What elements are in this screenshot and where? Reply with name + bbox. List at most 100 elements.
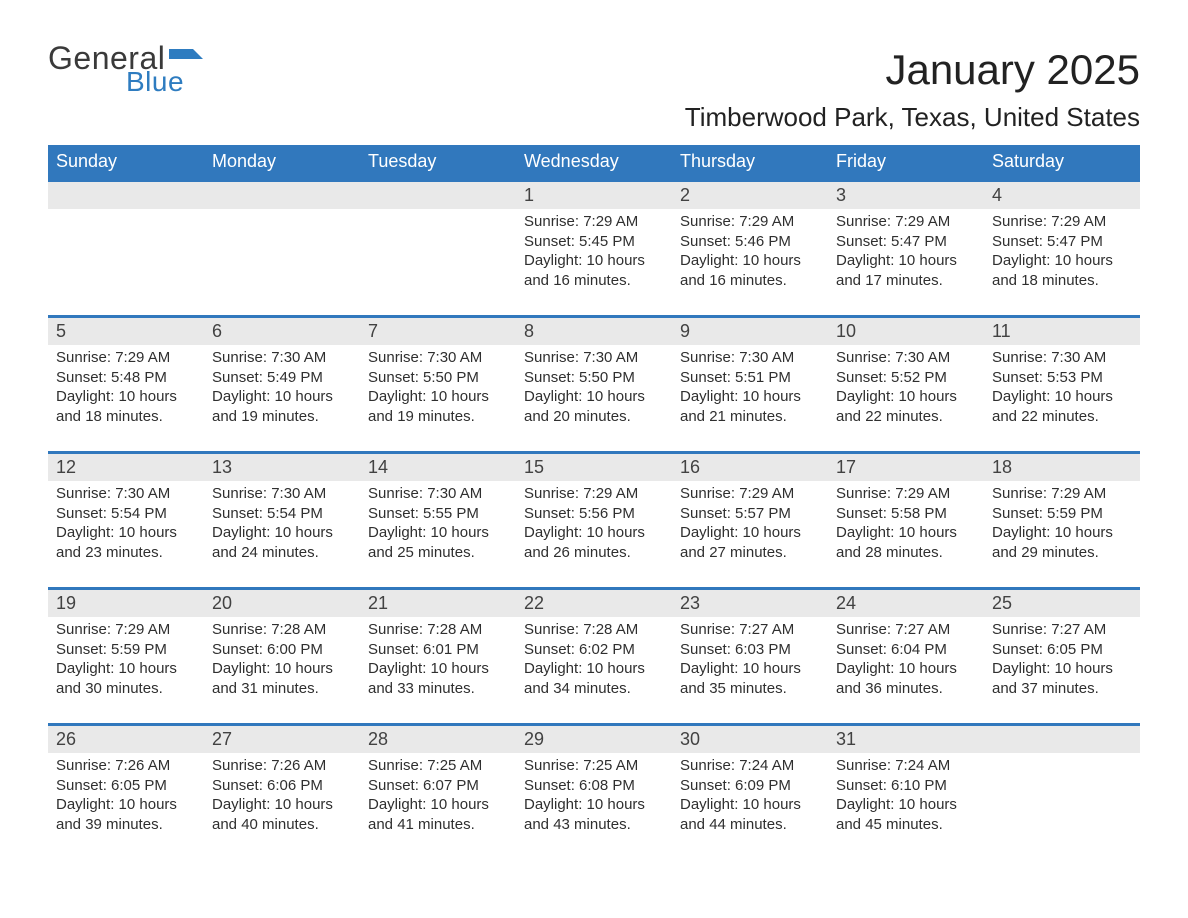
- daylight-text: Daylight: 10 hours and 31 minutes.: [212, 659, 354, 698]
- calendar-day: 18Sunrise: 7:29 AMSunset: 5:59 PMDayligh…: [984, 454, 1140, 575]
- sunset-text: Sunset: 5:57 PM: [680, 504, 822, 524]
- daylight-text: Daylight: 10 hours and 17 minutes.: [836, 251, 978, 290]
- sunrise-text: Sunrise: 7:25 AM: [524, 756, 666, 776]
- day-number: 1: [516, 182, 672, 209]
- calendar-day: 7Sunrise: 7:30 AMSunset: 5:50 PMDaylight…: [360, 318, 516, 439]
- calendar-day: 2Sunrise: 7:29 AMSunset: 5:46 PMDaylight…: [672, 182, 828, 303]
- calendar-day: 27Sunrise: 7:26 AMSunset: 6:06 PMDayligh…: [204, 726, 360, 847]
- day-number: 28: [360, 726, 516, 753]
- calendar-day: [204, 182, 360, 303]
- daylight-text: Daylight: 10 hours and 24 minutes.: [212, 523, 354, 562]
- day-number: 31: [828, 726, 984, 753]
- calendar-day: 5Sunrise: 7:29 AMSunset: 5:48 PMDaylight…: [48, 318, 204, 439]
- calendar-week: 1Sunrise: 7:29 AMSunset: 5:45 PMDaylight…: [48, 179, 1140, 303]
- daylight-text: Daylight: 10 hours and 34 minutes.: [524, 659, 666, 698]
- calendar-day: [984, 726, 1140, 847]
- calendar-day: 23 Sunrise: 7:27 AMSunset: 6:03 PMDayligh…: [672, 590, 828, 711]
- sunset-text: Sunset: 5:50 PM: [524, 368, 666, 388]
- day-number: 8: [516, 318, 672, 345]
- sunrise-text: Sunrise: 7:29 AM: [56, 620, 198, 640]
- day-number: 6: [204, 318, 360, 345]
- day-number: 10: [828, 318, 984, 345]
- calendar-day: 17Sunrise: 7:29 AMSunset: 5:58 PMDayligh…: [828, 454, 984, 575]
- dow-cell: Monday: [204, 145, 360, 179]
- calendar-day: 15Sunrise: 7:29 AMSunset: 5:56 PMDayligh…: [516, 454, 672, 575]
- sunset-text: Sunset: 5:50 PM: [368, 368, 510, 388]
- page-header: General Blue January 2025: [48, 42, 1140, 96]
- daylight-text: Daylight: 10 hours and 27 minutes.: [680, 523, 822, 562]
- sunset-text: Sunset: 5:49 PM: [212, 368, 354, 388]
- sunset-text: Sunset: 6:03 PM: [680, 640, 822, 660]
- sunrise-text: Sunrise: 7:29 AM: [836, 212, 978, 232]
- sunset-text: Sunset: 6:04 PM: [836, 640, 978, 660]
- sunrise-text: Sunrise: 7:28 AM: [212, 620, 354, 640]
- calendar-day: 14Sunrise: 7:30 AMSunset: 5:55 PMDayligh…: [360, 454, 516, 575]
- daylight-text: Daylight: 10 hours and 16 minutes.: [524, 251, 666, 290]
- sunrise-text: Sunrise: 7:29 AM: [680, 484, 822, 504]
- sunrise-text: Sunrise: 7:29 AM: [524, 484, 666, 504]
- sunrise-text: Sunrise: 7:30 AM: [368, 484, 510, 504]
- calendar-day: 24Sunrise: 7:27 AMSunset: 6:04 PMDayligh…: [828, 590, 984, 711]
- sunset-text: Sunset: 5:59 PM: [56, 640, 198, 660]
- sunset-text: Sunset: 6:08 PM: [524, 776, 666, 796]
- dow-cell: Wednesday: [516, 145, 672, 179]
- daylight-text: Daylight: 10 hours and 35 minutes.: [680, 659, 822, 698]
- sunset-text: Sunset: 5:58 PM: [836, 504, 978, 524]
- day-number: 23: [672, 590, 828, 617]
- day-number: 5: [48, 318, 204, 345]
- sunrise-text: Sunrise: 7:29 AM: [992, 484, 1134, 504]
- calendar-day: 1Sunrise: 7:29 AMSunset: 5:45 PMDaylight…: [516, 182, 672, 303]
- dow-cell: Saturday: [984, 145, 1140, 179]
- sunset-text: Sunset: 5:59 PM: [992, 504, 1134, 524]
- sunrise-text: Sunrise: 7:24 AM: [680, 756, 822, 776]
- calendar-day: 10Sunrise: 7:30 AMSunset: 5:52 PMDayligh…: [828, 318, 984, 439]
- calendar-day: [360, 182, 516, 303]
- daylight-text: Daylight: 10 hours and 41 minutes.: [368, 795, 510, 834]
- day-number: 7: [360, 318, 516, 345]
- day-number: 21: [360, 590, 516, 617]
- daylight-text: Daylight: 10 hours and 18 minutes.: [992, 251, 1134, 290]
- day-number: 24: [828, 590, 984, 617]
- calendar-day: 29Sunrise: 7:25 AMSunset: 6:08 PMDayligh…: [516, 726, 672, 847]
- sunset-text: Sunset: 6:00 PM: [212, 640, 354, 660]
- daylight-text: Daylight: 10 hours and 45 minutes.: [836, 795, 978, 834]
- daylight-text: Daylight: 10 hours and 18 minutes.: [56, 387, 198, 426]
- calendar-day: 28Sunrise: 7:25 AMSunset: 6:07 PMDayligh…: [360, 726, 516, 847]
- day-number: [360, 182, 516, 209]
- sunrise-text: Sunrise: 7:27 AM: [680, 620, 822, 640]
- calendar-day: 12 Sunrise: 7:30 AMSunset: 5:54 PMDayligh…: [48, 454, 204, 575]
- sunrise-text: Sunrise: 7:26 AM: [56, 756, 198, 776]
- day-number: 25: [984, 590, 1140, 617]
- dow-cell: Thursday: [672, 145, 828, 179]
- daylight-text: Daylight: 10 hours and 26 minutes.: [524, 523, 666, 562]
- calendar-day: 30 Sunrise: 7:24 AMSunset: 6:09 PMDayligh…: [672, 726, 828, 847]
- sunset-text: Sunset: 6:09 PM: [680, 776, 822, 796]
- daylight-text: Daylight: 10 hours and 19 minutes.: [368, 387, 510, 426]
- calendar-day: 21Sunrise: 7:28 AMSunset: 6:01 PMDayligh…: [360, 590, 516, 711]
- day-number: 2: [672, 182, 828, 209]
- sunset-text: Sunset: 5:54 PM: [212, 504, 354, 524]
- sunrise-text: Sunrise: 7:27 AM: [992, 620, 1134, 640]
- daylight-text: Daylight: 10 hours and 23 minutes.: [56, 523, 198, 562]
- daylight-text: Daylight: 10 hours and 43 minutes.: [524, 795, 666, 834]
- logo: General Blue: [48, 42, 203, 96]
- day-number: 19: [48, 590, 204, 617]
- daylight-text: Daylight: 10 hours and 21 minutes.: [680, 387, 822, 426]
- calendar-day: 16Sunrise: 7:29 AMSunset: 5:57 PMDayligh…: [672, 454, 828, 575]
- sunset-text: Sunset: 5:46 PM: [680, 232, 822, 252]
- daylight-text: Daylight: 10 hours and 33 minutes.: [368, 659, 510, 698]
- logo-word-blue: Blue: [126, 68, 203, 96]
- sunrise-text: Sunrise: 7:30 AM: [56, 484, 198, 504]
- calendar: SundayMondayTuesdayWednesdayThursdayFrid…: [48, 145, 1140, 847]
- day-number: 3: [828, 182, 984, 209]
- daylight-text: Daylight: 10 hours and 44 minutes.: [680, 795, 822, 834]
- calendar-day: 31Sunrise: 7:24 AMSunset: 6:10 PMDayligh…: [828, 726, 984, 847]
- day-number: 30: [672, 726, 828, 753]
- daylight-text: Daylight: 10 hours and 22 minutes.: [992, 387, 1134, 426]
- calendar-week: 5Sunrise: 7:29 AMSunset: 5:48 PMDaylight…: [48, 315, 1140, 439]
- calendar-day: 19Sunrise: 7:29 AMSunset: 5:59 PMDayligh…: [48, 590, 204, 711]
- sunset-text: Sunset: 5:54 PM: [56, 504, 198, 524]
- day-number: 4: [984, 182, 1140, 209]
- day-number: 12: [48, 454, 204, 481]
- sunrise-text: Sunrise: 7:30 AM: [836, 348, 978, 368]
